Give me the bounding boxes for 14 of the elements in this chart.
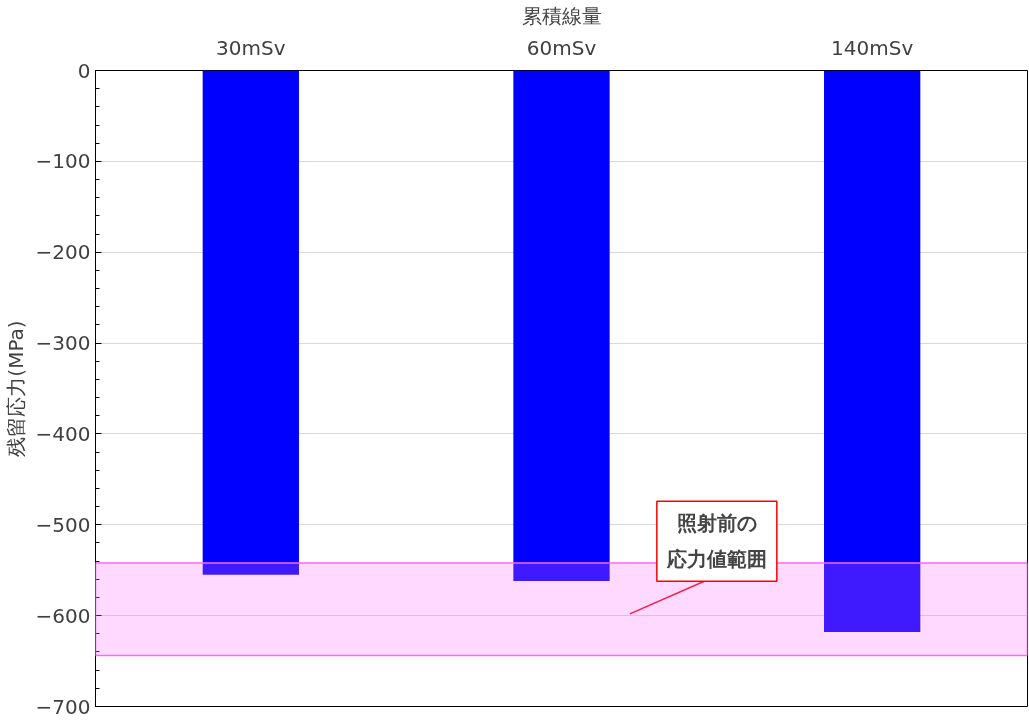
x-axis-title: 累積線量 — [521, 3, 602, 28]
y-tick-label: −100 — [35, 149, 91, 174]
band-label: 照射前の応力値範囲 — [665, 511, 767, 572]
x-tick-label: 30mSv — [216, 35, 286, 60]
y-tick-label: 0 — [77, 58, 91, 83]
y-tick-label: −500 — [35, 512, 91, 537]
y-tick-label: −700 — [35, 694, 91, 719]
y-tick-label: −200 — [35, 240, 91, 265]
x-tick-label: 140mSv — [831, 35, 914, 60]
y-tick-label: −600 — [35, 603, 91, 628]
y-axis-title: 残留応力(MPa) — [3, 320, 28, 457]
x-tick-label: 60mSv — [526, 35, 597, 60]
y-tick-label: −300 — [35, 331, 91, 356]
y-tick-label: −400 — [35, 421, 91, 446]
